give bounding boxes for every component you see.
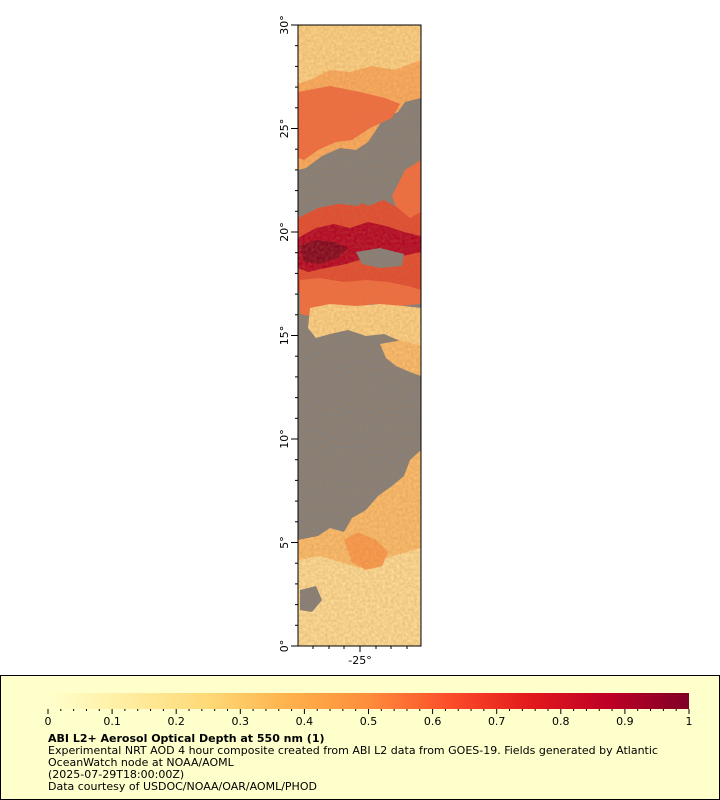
map-content — [298, 25, 421, 646]
colorbar-ramp — [48, 693, 689, 709]
legend-description: Experimental NRT AOD 4 hour composite cr… — [48, 744, 658, 757]
aod-map: 0° 5° 10° 15° 20° 25° 30° -25° — [278, 15, 422, 667]
lat-tick-label: 5° — [278, 536, 291, 549]
legend-description: OceanWatch node at NOAA/AOML — [48, 756, 234, 769]
latitude-axis: 0° 5° 10° 15° 20° 25° 30° — [278, 15, 298, 652]
lat-tick-label: 30° — [278, 15, 291, 35]
colorbar-tick-label: 0.6 — [424, 715, 442, 728]
colorbar-tick-label: 0.1 — [103, 715, 121, 728]
longitude-axis: -25° — [312, 646, 408, 667]
colorbar-tick-label: 1 — [686, 715, 693, 728]
legend-timestamp: (2025-07-29T18:00:00Z) — [48, 768, 185, 781]
legend-credit: Data courtesy of USDOC/NOAA/OAR/AOML/PHO… — [48, 780, 317, 793]
colorbar-tick-label: 0.3 — [232, 715, 250, 728]
lon-tick-label: -25° — [348, 654, 371, 667]
colorbar-tick-label: 0.7 — [488, 715, 506, 728]
lat-tick-label: 25° — [278, 119, 291, 139]
colorbar-tick-label: 0.8 — [552, 715, 570, 728]
lat-tick-label: 0° — [278, 640, 291, 653]
lat-tick-label: 15° — [278, 326, 291, 346]
lat-tick-label: 20° — [278, 222, 291, 242]
colorbar-tick-label: 0.4 — [296, 715, 314, 728]
aod-texture — [298, 25, 421, 646]
colorbar: 0 0.1 0.2 0.3 0.4 0.5 0.6 0.7 0.8 0.9 1 — [45, 693, 693, 728]
legend-panel: 0 0.1 0.2 0.3 0.4 0.5 0.6 0.7 0.8 0.9 1 ABI L2+ Ae… — [0, 675, 720, 800]
lat-tick-label: 10° — [278, 429, 291, 449]
colorbar-tick-label: 0.2 — [167, 715, 185, 728]
colorbar-tick-label: 0 — [45, 715, 52, 728]
colorbar-ticks: 0 0.1 0.2 0.3 0.4 0.5 0.6 0.7 0.8 0.9 1 — [45, 709, 693, 728]
legend-title: ABI L2+ Aerosol Optical Depth at 550 nm … — [48, 732, 325, 745]
colorbar-tick-label: 0.9 — [616, 715, 634, 728]
colorbar-tick-label: 0.5 — [360, 715, 378, 728]
